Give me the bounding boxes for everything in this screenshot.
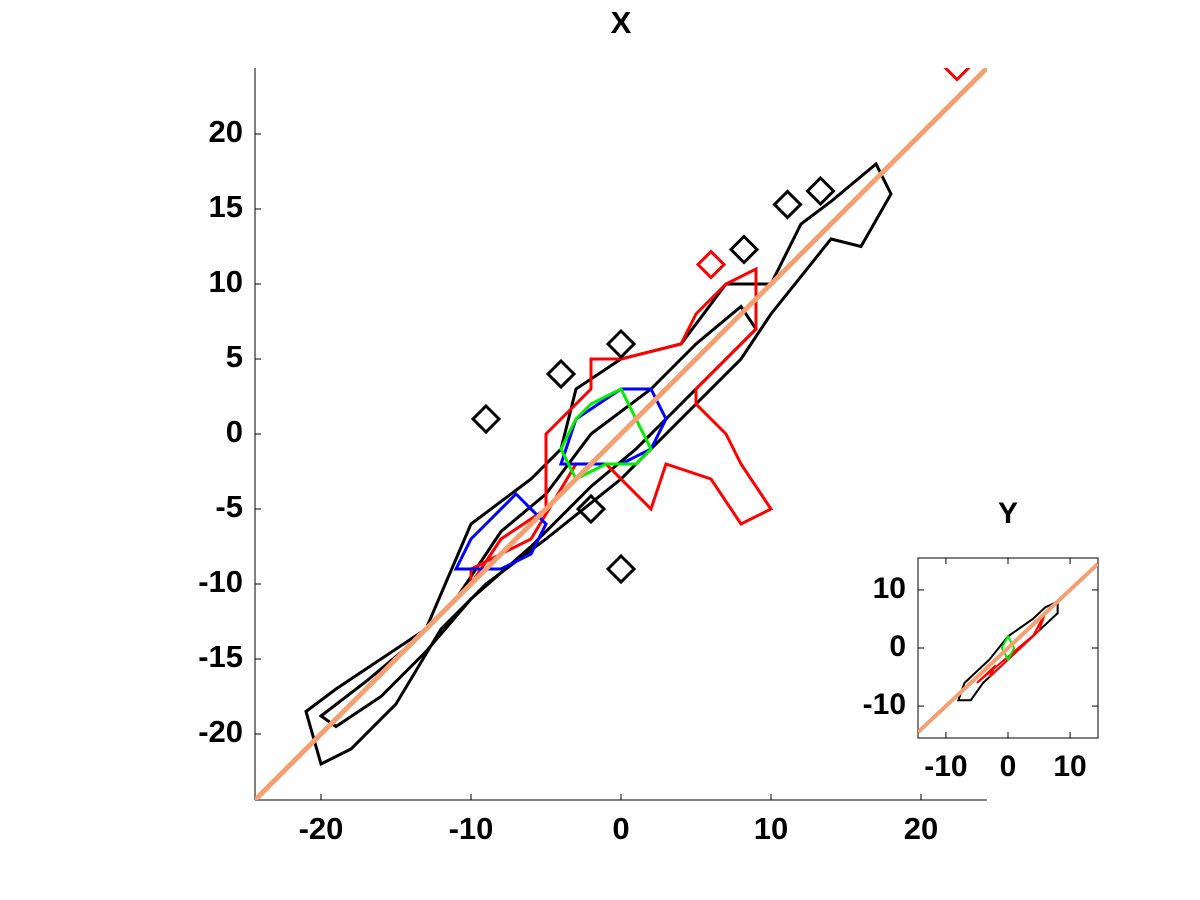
x-tick-label: -20 bbox=[299, 811, 344, 846]
diagonal-line bbox=[255, 68, 987, 800]
y-tick-label: 0 bbox=[226, 414, 243, 449]
y-tick-label: -20 bbox=[198, 714, 243, 749]
contour bbox=[453, 491, 548, 571]
chart-title: Y bbox=[998, 497, 1018, 530]
x-tick-label: -10 bbox=[449, 811, 494, 846]
contour bbox=[976, 612, 1047, 684]
chart-title: X bbox=[611, 5, 632, 40]
diamond-marker bbox=[575, 493, 607, 525]
diamond-marker bbox=[695, 249, 727, 280]
diagonal-line bbox=[918, 562, 1098, 734]
diamond-marker bbox=[943, 68, 971, 82]
x-tick-label: 0 bbox=[612, 811, 629, 846]
x-tick-label: 20 bbox=[904, 811, 938, 846]
plot-area bbox=[255, 68, 987, 800]
contour bbox=[559, 386, 653, 482]
y-tick-label: -10 bbox=[198, 564, 243, 599]
diamond-marker bbox=[605, 553, 637, 585]
y-tick-label: -15 bbox=[198, 639, 243, 674]
y-tick-label: 15 bbox=[209, 189, 243, 224]
y-tick-label: 0 bbox=[889, 630, 906, 663]
diamond-marker bbox=[728, 234, 760, 265]
diamond-marker bbox=[470, 403, 502, 435]
x-tick-label: 10 bbox=[754, 811, 788, 846]
y-tick-label: -5 bbox=[215, 489, 243, 524]
x-tick-label: -10 bbox=[924, 750, 967, 783]
chart: Y -10 0 10 -10 0 10 bbox=[863, 497, 1099, 783]
x-tick-label: 10 bbox=[1053, 750, 1086, 783]
chart: X -20 -10 0 10 20 -20 -15 -10 -5 0 5 10 15 20 bbox=[198, 5, 987, 846]
y-tick-label: 20 bbox=[209, 114, 243, 149]
y-tick-label: 10 bbox=[209, 264, 243, 299]
plot-area bbox=[918, 562, 1098, 734]
contour bbox=[469, 266, 774, 589]
x-tick-label: 0 bbox=[1000, 750, 1017, 783]
y-tick-label: 5 bbox=[226, 339, 243, 374]
y-tick-label: -10 bbox=[863, 688, 906, 721]
diamond-marker bbox=[605, 328, 637, 360]
contour bbox=[956, 599, 1059, 702]
diamond-marker bbox=[772, 189, 803, 220]
diamond-marker bbox=[545, 358, 577, 390]
diamond-marker bbox=[805, 175, 836, 207]
y-tick-label: 10 bbox=[873, 572, 906, 605]
